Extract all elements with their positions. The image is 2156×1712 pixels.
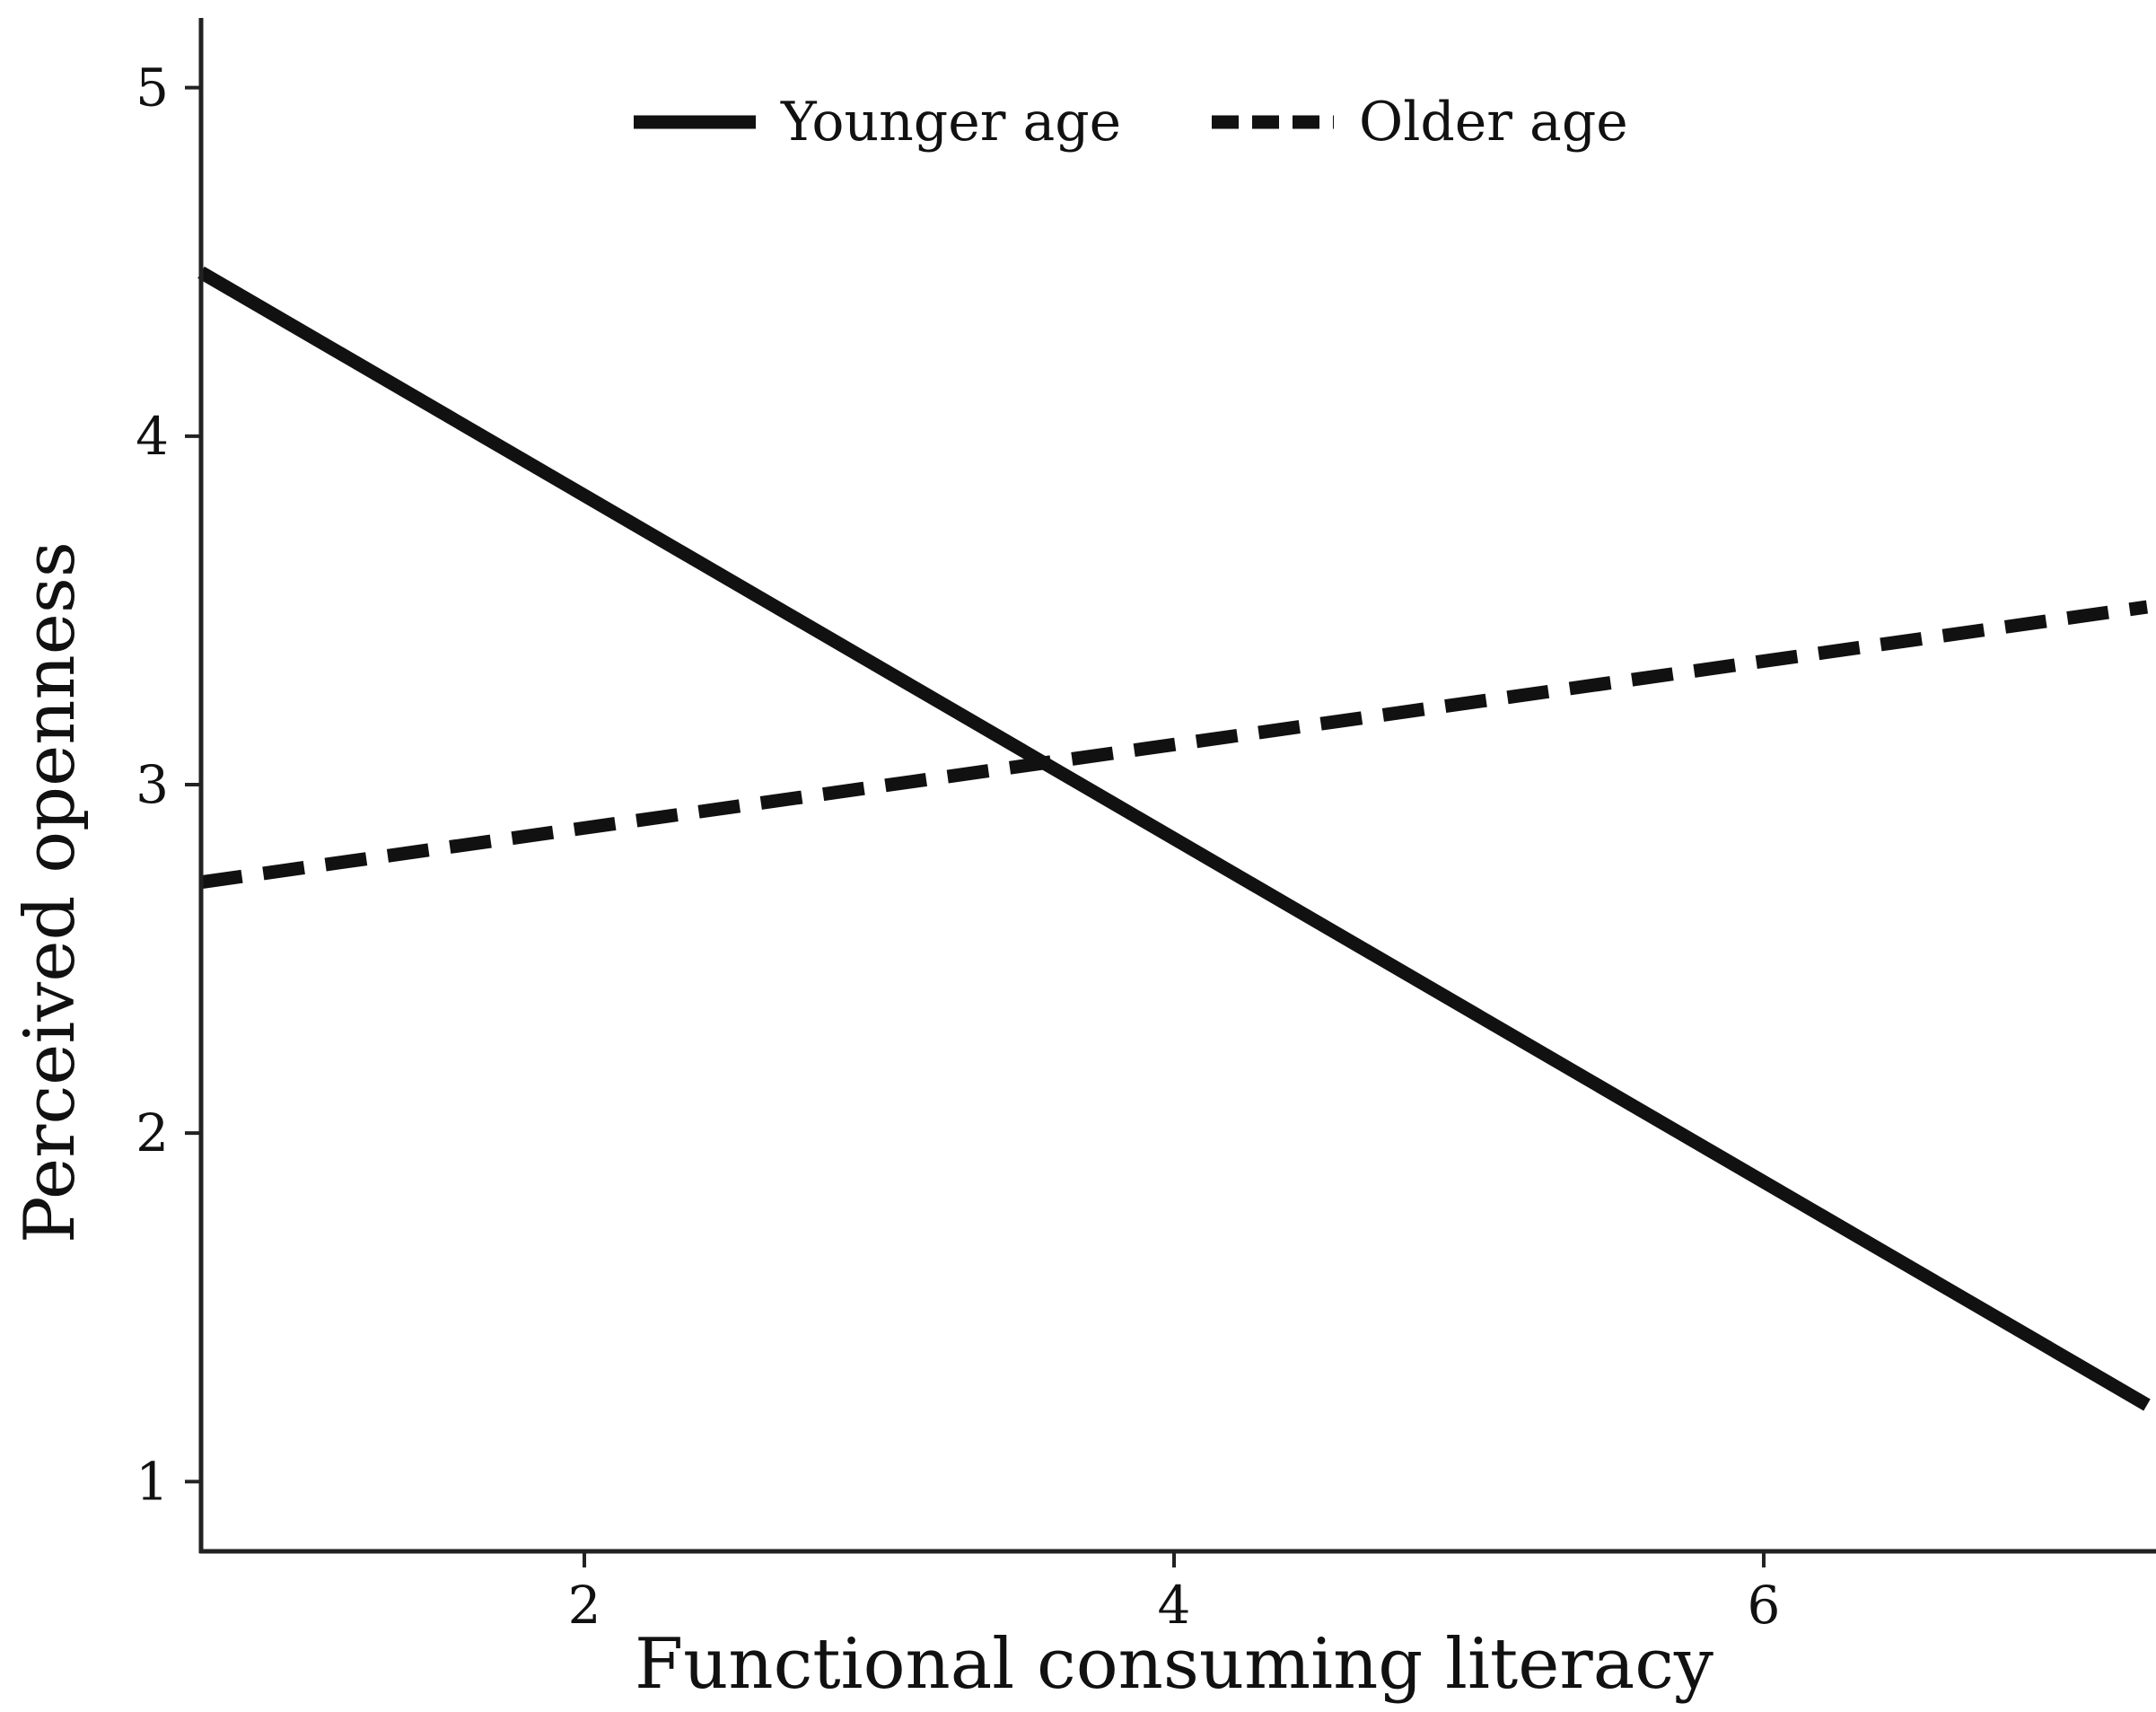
- axes: 1 2 3 4 5 2 4 6 Functional consuming literacy Per…: [10, 18, 2156, 1705]
- x-tick-label: 4: [1158, 1575, 1191, 1636]
- y-tick-label: 2: [136, 1102, 169, 1163]
- x-tick-label: 2: [568, 1575, 601, 1636]
- x-axis-title: Functional consuming literacy: [635, 1624, 1713, 1705]
- y-axis-title: Perceived openness: [10, 541, 91, 1243]
- y-tick-label: 5: [136, 57, 169, 119]
- legend-label: Older age: [1359, 91, 1628, 154]
- series-line-older-age: [199, 600, 2149, 890]
- x-tick-label: 6: [1748, 1575, 1781, 1636]
- plot-area: [197, 266, 2151, 1411]
- series-line-younger-age: [197, 266, 2151, 1411]
- y-tick-label: 3: [136, 754, 169, 815]
- legend: Younger age Older age: [634, 91, 1628, 154]
- y-tick-label: 4: [136, 406, 169, 467]
- legend-label: Younger age: [780, 91, 1121, 154]
- y-tick-label: 1: [136, 1451, 169, 1512]
